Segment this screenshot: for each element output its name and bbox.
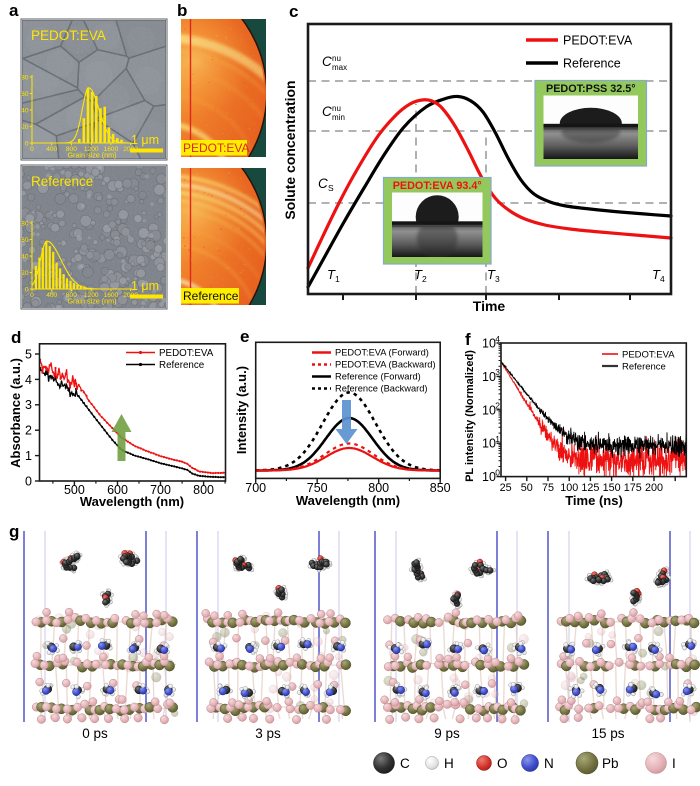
svg-text:25: 25	[500, 482, 512, 494]
svg-text:5: 5	[25, 347, 32, 361]
svg-text:Reference: Reference	[159, 360, 205, 371]
svg-text:Grain size (nm): Grain size (nm)	[67, 151, 116, 160]
svg-text:C: C	[322, 54, 332, 69]
svg-text:1 μm: 1 μm	[131, 133, 159, 147]
svg-text:PEDOT:EVA: PEDOT:EVA	[183, 141, 249, 155]
svg-text:Reference: Reference	[563, 57, 621, 71]
svg-text:Reference: Reference	[183, 289, 239, 303]
svg-text:0: 0	[30, 292, 34, 299]
svg-text:3 ps: 3 ps	[255, 726, 281, 741]
svg-text:c: c	[289, 2, 298, 21]
svg-text:0: 0	[25, 140, 29, 147]
svg-text:100: 100	[560, 482, 578, 494]
svg-text:10: 10	[482, 470, 496, 484]
svg-text:g: g	[9, 522, 19, 541]
svg-text:400: 400	[46, 146, 57, 153]
svg-text:C: C	[322, 104, 332, 119]
svg-text:800: 800	[193, 483, 214, 497]
svg-text:d: d	[11, 328, 21, 347]
svg-text:Absorbance (a.u.): Absorbance (a.u.)	[8, 358, 23, 468]
svg-text:Time (ns): Time (ns)	[565, 493, 623, 508]
svg-text:9 ps: 9 ps	[434, 726, 460, 741]
svg-text:PEDOT:EVA: PEDOT:EVA	[159, 348, 214, 359]
svg-text:O: O	[497, 756, 508, 771]
svg-text:2: 2	[495, 401, 500, 411]
svg-text:10: 10	[482, 337, 496, 351]
svg-text:0: 0	[30, 146, 34, 153]
svg-text:700: 700	[245, 481, 266, 495]
svg-text:80: 80	[21, 74, 29, 81]
svg-text:40: 40	[21, 107, 29, 114]
svg-text:PEDOT:EVA: PEDOT:EVA	[563, 34, 633, 48]
svg-text:10: 10	[482, 370, 496, 384]
svg-text:20: 20	[21, 124, 29, 131]
svg-text:Reference (Backward): Reference (Backward)	[335, 384, 428, 394]
svg-text:4: 4	[25, 373, 32, 387]
svg-text:850: 850	[430, 481, 451, 495]
svg-text:40: 40	[21, 253, 29, 260]
svg-text:0 ps: 0 ps	[82, 726, 108, 741]
svg-text:Wavelength (nm): Wavelength (nm)	[80, 494, 184, 509]
svg-text:4: 4	[495, 334, 500, 344]
svg-text:80: 80	[21, 220, 29, 227]
svg-text:Reference: Reference	[622, 362, 666, 373]
svg-text:PL intensity (Normalized): PL intensity (Normalized)	[464, 350, 476, 482]
svg-text:50: 50	[521, 482, 533, 494]
svg-text:min: min	[332, 113, 345, 122]
svg-text:15 ps: 15 ps	[591, 726, 624, 741]
svg-text:Reference: Reference	[31, 174, 93, 189]
svg-text:Intensity (a.u.): Intensity (a.u.)	[234, 366, 249, 454]
svg-text:nu: nu	[332, 54, 341, 63]
svg-text:2: 2	[422, 274, 427, 284]
svg-text:0: 0	[25, 286, 29, 293]
svg-text:Reference (Forward): Reference (Forward)	[335, 372, 421, 382]
svg-text:Time: Time	[473, 298, 506, 314]
svg-text:1: 1	[25, 449, 32, 463]
svg-text:PEDOT:EVA: PEDOT:EVA	[622, 350, 675, 361]
svg-text:175: 175	[624, 482, 642, 494]
svg-text:60: 60	[21, 91, 29, 98]
svg-text:C: C	[318, 176, 328, 191]
svg-text:a: a	[9, 1, 19, 20]
svg-text:0: 0	[495, 467, 500, 477]
svg-text:f: f	[465, 330, 471, 349]
svg-text:0: 0	[25, 474, 32, 488]
svg-text:3: 3	[495, 367, 500, 377]
svg-text:2: 2	[25, 424, 32, 438]
svg-text:75: 75	[542, 482, 554, 494]
svg-text:e: e	[240, 327, 249, 346]
svg-text:4: 4	[660, 274, 665, 284]
svg-text:3: 3	[495, 274, 500, 284]
svg-text:PEDOT:EVA 93.4°: PEDOT:EVA 93.4°	[393, 180, 482, 192]
svg-text:1 μm: 1 μm	[131, 279, 159, 293]
svg-text:nu: nu	[332, 104, 341, 113]
svg-text:S: S	[328, 183, 334, 193]
svg-text:10: 10	[482, 437, 496, 451]
svg-text:max: max	[332, 63, 347, 72]
svg-text:3: 3	[25, 398, 32, 412]
svg-text:150: 150	[603, 482, 621, 494]
svg-text:PEDOT:PSS 32.5°: PEDOT:PSS 32.5°	[546, 83, 636, 95]
svg-text:PEDOT:EVA: PEDOT:EVA	[31, 28, 106, 43]
svg-text:400: 400	[46, 292, 57, 299]
svg-text:H: H	[444, 756, 454, 771]
svg-text:N: N	[544, 756, 554, 771]
svg-text:125: 125	[581, 482, 599, 494]
svg-text:1: 1	[335, 274, 340, 284]
svg-text:PEDOT:EVA (Forward): PEDOT:EVA (Forward)	[335, 348, 429, 358]
svg-text:PEDOT:EVA (Backward): PEDOT:EVA (Backward)	[335, 360, 436, 370]
svg-text:Wavelength (nm): Wavelength (nm)	[296, 493, 400, 508]
svg-text:b: b	[177, 1, 187, 20]
svg-text:I: I	[672, 756, 676, 771]
svg-text:Grain size (nm): Grain size (nm)	[67, 297, 116, 306]
svg-text:20: 20	[21, 270, 29, 277]
svg-text:60: 60	[21, 237, 29, 244]
svg-text:10: 10	[482, 403, 496, 417]
svg-text:Solute concentration: Solute concentration	[282, 80, 298, 219]
svg-text:C: C	[400, 756, 410, 771]
svg-text:1: 1	[495, 434, 500, 444]
svg-text:Pb: Pb	[602, 756, 619, 771]
svg-text:200: 200	[645, 482, 663, 494]
